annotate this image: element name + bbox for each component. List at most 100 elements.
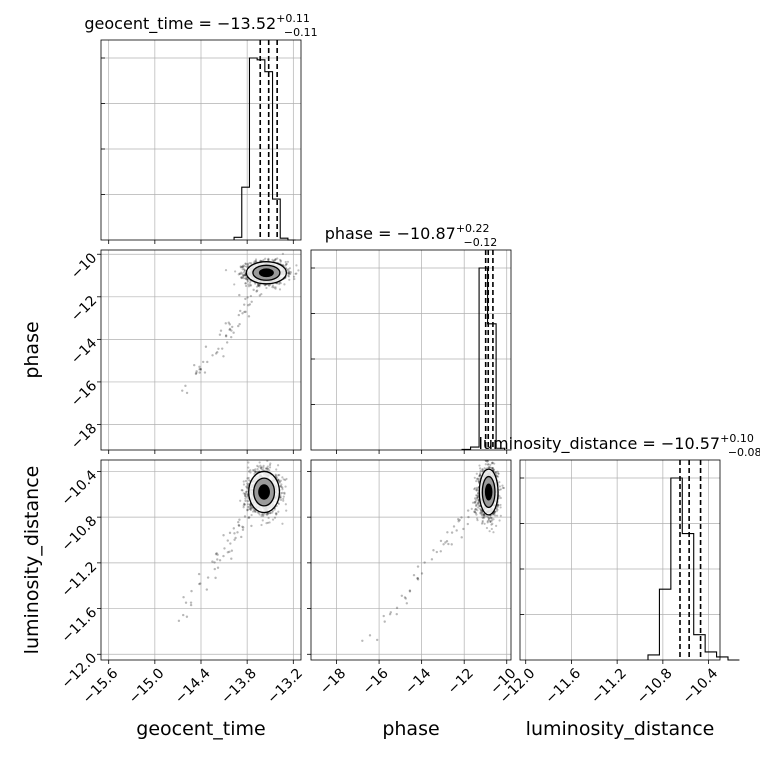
sample-point	[490, 462, 494, 465]
sample-point	[287, 271, 290, 275]
tail-point	[249, 507, 252, 511]
sample-point	[501, 484, 504, 487]
tail-point	[214, 552, 218, 556]
sample-point	[262, 258, 265, 262]
sample-point	[246, 482, 249, 485]
sample-point	[275, 468, 278, 471]
sample-point	[487, 456, 489, 458]
tail-point	[238, 518, 241, 521]
sample-point	[501, 486, 505, 489]
sample-point	[266, 512, 269, 515]
sample-point	[484, 460, 488, 463]
sample-point	[495, 507, 498, 510]
sample-point	[242, 504, 245, 507]
sample-point	[273, 516, 277, 519]
tail-point	[255, 290, 258, 293]
sample-point	[240, 489, 243, 492]
x-tick-label: −14	[402, 665, 434, 697]
sample-point	[260, 523, 263, 527]
marginal-frame	[519, 459, 721, 661]
sample-point	[249, 281, 252, 284]
sample-point	[478, 504, 481, 507]
sample-point	[243, 503, 246, 506]
tail-point	[466, 509, 470, 512]
sample-point	[262, 513, 265, 516]
tail-point	[382, 614, 385, 618]
sample-point	[494, 514, 497, 517]
sample-point	[268, 521, 271, 524]
sample-point	[247, 466, 250, 469]
sample-point	[475, 488, 478, 492]
tail-point	[474, 508, 478, 511]
sample-point	[285, 477, 288, 481]
tail-point	[408, 590, 412, 593]
sample-point	[245, 485, 248, 488]
sample-point	[242, 264, 245, 267]
tail-point	[237, 524, 241, 527]
sample-point	[477, 479, 480, 482]
sample-point	[266, 521, 270, 524]
tail-point	[238, 322, 241, 326]
tail-point	[478, 504, 481, 508]
tail-point	[389, 611, 393, 614]
tail-point	[474, 508, 477, 511]
tail-point	[446, 531, 449, 534]
tail-point	[194, 372, 198, 376]
sample-point	[285, 509, 288, 512]
sample-point	[258, 283, 261, 287]
sample-point	[477, 506, 480, 509]
sample-point	[243, 270, 246, 273]
tail-point	[244, 499, 247, 502]
sample-point	[244, 497, 247, 500]
sample-point	[265, 522, 268, 525]
tail-point	[241, 528, 245, 531]
sample-point	[244, 492, 247, 495]
tail-point	[423, 561, 426, 564]
sample-point	[494, 471, 498, 474]
sample-point	[272, 259, 275, 262]
tail-point	[271, 285, 274, 289]
sample-point	[481, 521, 484, 524]
sample-point	[248, 507, 251, 510]
sample-point	[284, 260, 287, 264]
sample-point	[271, 511, 274, 514]
sample-point	[484, 463, 487, 466]
sample-point	[273, 508, 276, 511]
tail-point	[412, 573, 416, 577]
sample-point	[498, 495, 501, 498]
sample-point	[265, 513, 268, 516]
tail-point	[222, 355, 225, 358]
x-tick-label: −15.0	[126, 665, 168, 707]
sample-point	[266, 460, 269, 462]
tail-point	[230, 329, 233, 332]
sample-point	[479, 508, 482, 512]
tail-point	[452, 525, 456, 528]
sample-point	[483, 522, 486, 525]
tail-point	[368, 634, 372, 637]
sample-point	[277, 474, 280, 477]
tail-point	[473, 501, 476, 504]
sample-point	[498, 488, 501, 492]
tail-point	[206, 576, 210, 579]
sample-point	[288, 278, 291, 281]
sample-point	[241, 265, 244, 268]
sample-point	[246, 503, 250, 506]
sample-point	[497, 472, 500, 475]
sample-point	[249, 471, 252, 474]
tail-point	[416, 576, 419, 580]
sample-point	[491, 467, 494, 471]
sample-point	[495, 514, 499, 517]
sample-point	[495, 524, 498, 527]
tail-point	[199, 367, 202, 371]
sample-point	[243, 502, 246, 505]
sample-point	[497, 503, 500, 507]
sample-point	[490, 517, 493, 520]
tail-point	[220, 347, 224, 350]
sample-point	[266, 513, 269, 516]
sample-point	[475, 472, 478, 475]
tail-point	[241, 312, 244, 315]
sample-point	[281, 476, 284, 479]
tail-point	[255, 289, 259, 292]
tail-point	[237, 524, 241, 527]
tail-point	[215, 552, 218, 555]
